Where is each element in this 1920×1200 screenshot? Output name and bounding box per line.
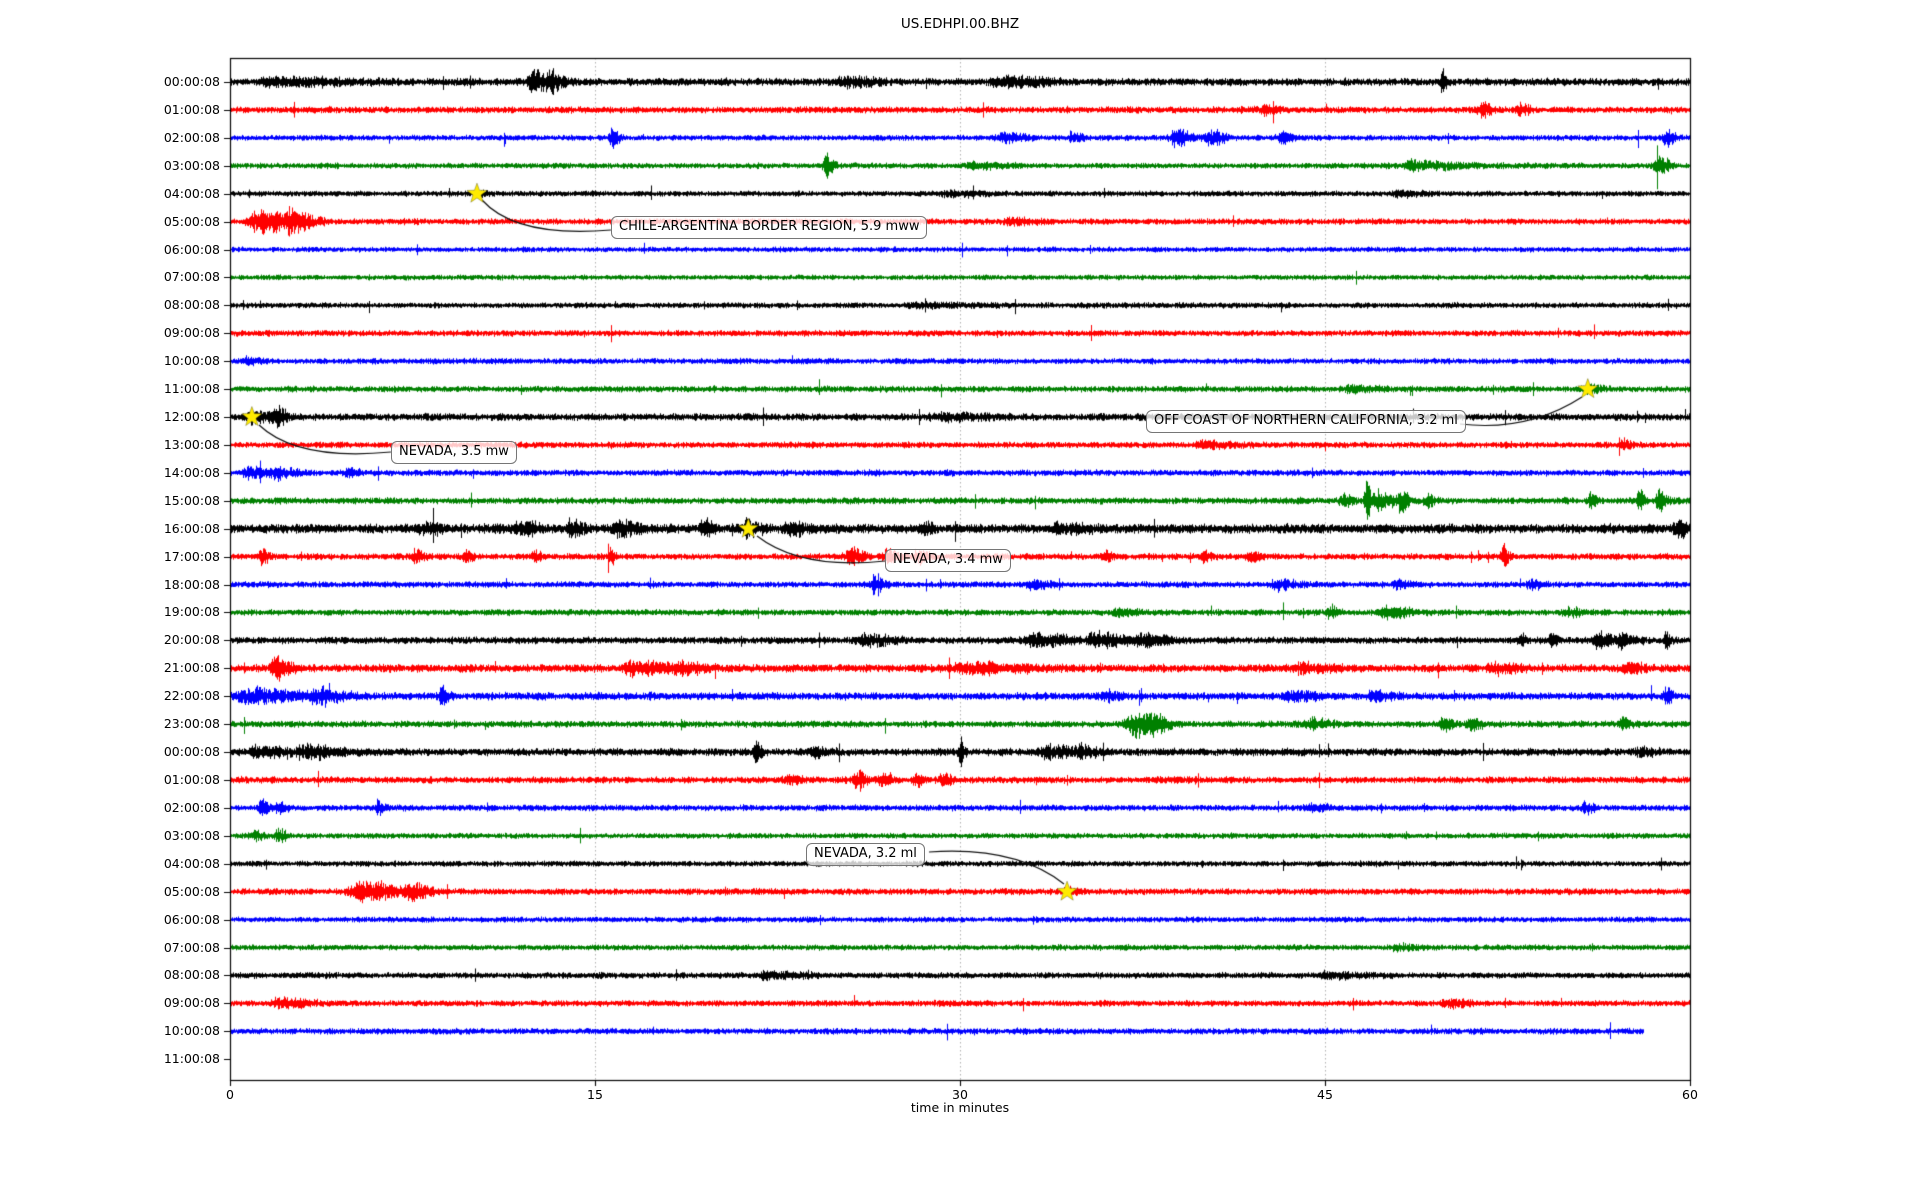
y-tick-label: 11:00:08: [163, 381, 220, 397]
x-axis-title: time in minutes: [910, 1100, 1010, 1115]
y-tick-label: 20:00:08: [163, 632, 220, 648]
y-tick-label: 23:00:08: [163, 716, 220, 732]
y-tick-label: 05:00:08: [163, 213, 220, 229]
x-tick-label: 15: [587, 1087, 603, 1102]
y-tick-label: 13:00:08: [163, 436, 220, 452]
x-tick-label: 60: [1682, 1087, 1698, 1102]
x-tick-label: 30: [952, 1087, 968, 1102]
y-tick-label: 15:00:08: [163, 492, 220, 508]
y-tick-label: 07:00:08: [163, 269, 220, 285]
plot-title: US.EDHPI.00.BHZ: [900, 16, 1020, 32]
y-tick-label: 10:00:08: [163, 353, 220, 369]
event-annotation-nevada-3-2: NEVADA, 3.2 ml: [806, 843, 925, 866]
event-annotation-chile-argentina: CHILE-ARGENTINA BORDER REGION, 5.9 mww: [611, 216, 928, 239]
y-tick-label: 12:00:08: [163, 409, 220, 425]
y-tick-label: 06:00:08: [163, 911, 220, 927]
y-tick-label: 09:00:08: [163, 325, 220, 341]
y-tick-label: 01:00:08: [163, 772, 220, 787]
y-tick-label: 14:00:08: [163, 464, 220, 480]
x-tick-label: 45: [1317, 1087, 1333, 1102]
y-tick-label: 19:00:08: [163, 604, 220, 620]
y-tick-label: 03:00:08: [163, 157, 220, 173]
y-tick-label: 21:00:08: [163, 660, 220, 676]
y-tick-label: 03:00:08: [163, 827, 220, 843]
y-tick-label: 04:00:08: [163, 185, 220, 201]
x-tick-label: 0: [226, 1087, 234, 1102]
event-annotation-nevada-3-5: NEVADA, 3.5 mw: [391, 441, 517, 464]
y-tick-label: 22:00:08: [163, 688, 220, 704]
y-tick-label: 04:00:08: [163, 855, 220, 871]
event-annotation-nevada-3-4: NEVADA, 3.4 mw: [885, 549, 1011, 572]
y-tick-label: 01:00:08: [163, 101, 220, 117]
y-tick-label: 08:00:08: [163, 297, 220, 313]
y-tick-label: 17:00:08: [163, 548, 220, 564]
event-annotation-off-coast-n-california: OFF COAST OF NORTHERN CALIFORNIA, 3.2 ml: [1146, 410, 1466, 433]
y-tick-label: 02:00:08: [163, 799, 220, 815]
y-tick-label: 09:00:08: [163, 995, 220, 1011]
y-tick-label: 07:00:08: [163, 939, 220, 955]
y-tick-label: 18:00:08: [163, 576, 220, 592]
y-tick-label: 05:00:08: [163, 883, 220, 899]
y-tick-label: 00:00:08: [163, 74, 220, 89]
y-tick-label: 10:00:08: [163, 1023, 220, 1039]
y-tick-label: 16:00:08: [163, 520, 220, 536]
y-tick-label: 06:00:08: [163, 241, 220, 257]
y-tick-label: 02:00:08: [163, 129, 220, 145]
y-tick-label: 08:00:08: [163, 967, 220, 983]
y-tick-label: 11:00:08: [163, 1051, 220, 1067]
y-tick-label: 00:00:08: [163, 744, 220, 760]
